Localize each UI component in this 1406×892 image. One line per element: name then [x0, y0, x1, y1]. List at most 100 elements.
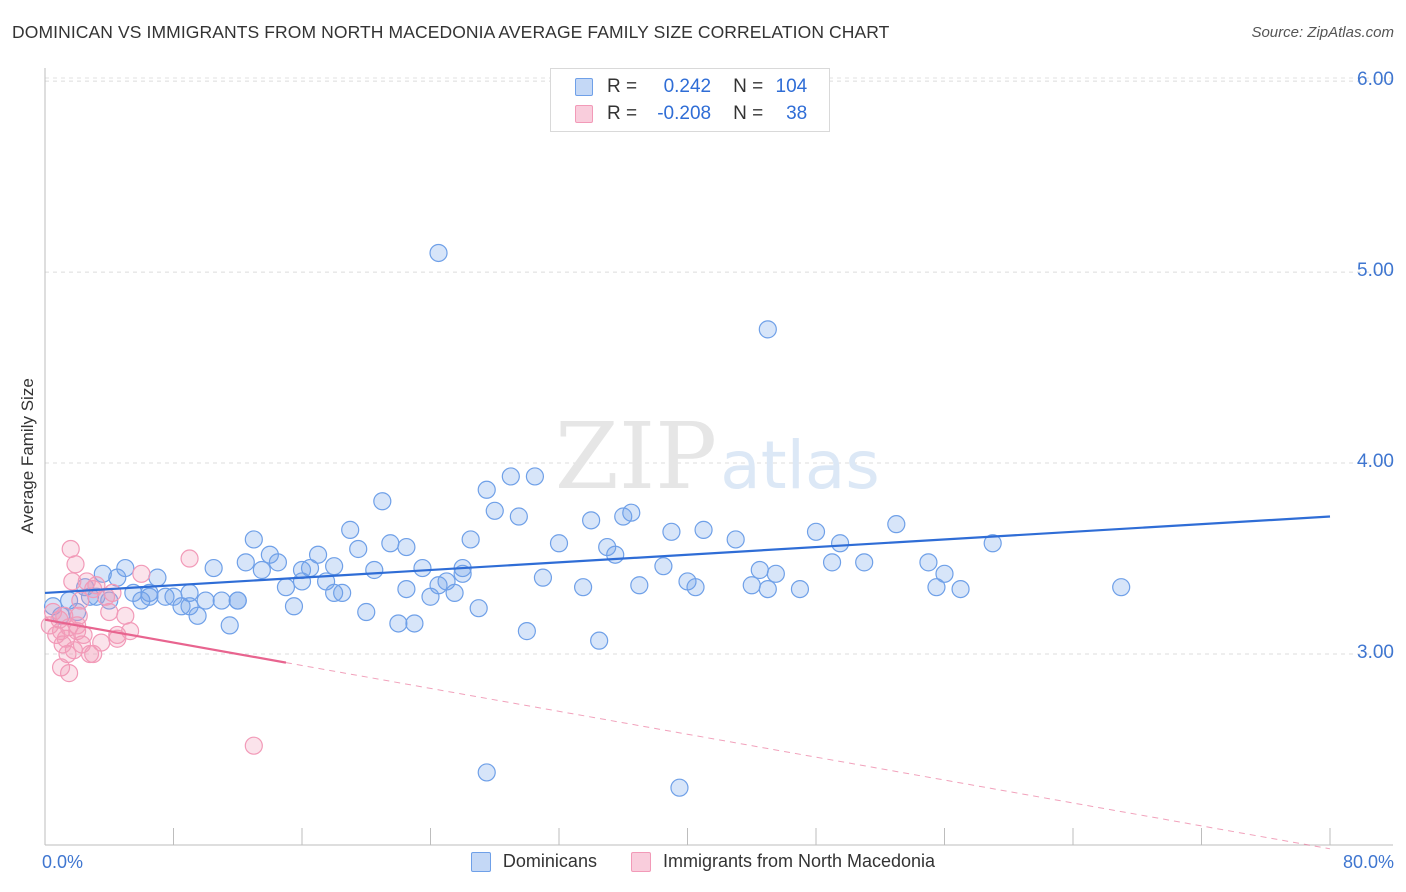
legend-r-label: R = [607, 103, 638, 124]
point-macedonia [53, 635, 72, 654]
point-dominicans [397, 537, 416, 557]
point-dominicans [590, 631, 609, 650]
series-legend: Dominicans Immigrants from North Macedon… [0, 851, 1406, 872]
trend-lines [44, 515, 1331, 850]
point-dominicans [373, 492, 392, 511]
point-dominicans [220, 616, 239, 635]
point-dominicans [758, 579, 777, 599]
point-macedonia [116, 606, 135, 625]
point-dominicans [919, 553, 938, 572]
point-dominicans [180, 583, 199, 603]
point-dominicans [405, 614, 424, 633]
point-dominicans [325, 557, 344, 576]
y-tick-label: 6.00 [1357, 69, 1394, 91]
point-dominicans [855, 553, 874, 572]
point-dominicans [606, 545, 625, 564]
point-dominicans [750, 560, 769, 580]
legend-r-value: -0.208 [657, 103, 712, 124]
point-dominicans [252, 560, 271, 580]
point-dominicans [485, 501, 504, 520]
legend-swatch-pink [630, 851, 651, 872]
legend-row-macedonia: R = -0.208 N = 38 [575, 101, 807, 127]
point-dominicans [758, 320, 777, 339]
y-tick-label: 4.00 [1357, 451, 1394, 473]
point-dominicans [822, 553, 842, 572]
point-dominicans [662, 522, 681, 541]
legend-item-dominicans[interactable]: Dominicans [470, 851, 597, 872]
point-dominicans [509, 507, 528, 526]
point-macedonia [180, 549, 199, 568]
point-dominicans [742, 576, 761, 595]
legend-n-label: N = [733, 103, 764, 124]
point-macedonia [244, 736, 263, 755]
point-dominicans [325, 583, 344, 603]
point-dominicans [582, 511, 601, 530]
point-macedonia [108, 625, 127, 645]
legend-n-value: 38 [786, 103, 808, 124]
legend-item-macedonia[interactable]: Immigrants from North Macedonia [630, 851, 935, 872]
legend-n-label: N = [733, 76, 764, 97]
point-dominicans [389, 614, 408, 633]
point-macedonia [103, 583, 122, 603]
point-dominicans [236, 553, 255, 572]
point-dominicans [212, 591, 231, 610]
point-macedonia [132, 564, 151, 583]
point-dominicans [381, 534, 400, 553]
watermark: ZIP atlas [555, 403, 880, 510]
point-dominicans [453, 564, 472, 583]
point-dominicans [951, 579, 970, 599]
point-dominicans [357, 602, 376, 622]
point-dominicans [204, 558, 223, 578]
point-dominicans [622, 503, 641, 522]
point-dominicans [477, 763, 496, 782]
correlation-legend: R = 0.242 N = 104 R = -0.208 N = 38 [550, 68, 830, 132]
point-dominicans [630, 576, 649, 595]
point-dominicans [341, 520, 360, 539]
point-dominicans [276, 578, 296, 597]
point-macedonia [71, 591, 90, 610]
point-macedonia [84, 644, 103, 664]
point-dominicans [365, 560, 384, 580]
point-dominicans [983, 534, 1002, 553]
point-dominicans [670, 778, 689, 797]
axes [44, 68, 1393, 846]
x-tick-label-max: 80.0% [1342, 852, 1394, 872]
point-dominicans [349, 539, 368, 559]
point-dominicans [935, 564, 954, 583]
y-tick-label: 5.00 [1357, 260, 1394, 282]
point-dominicans [469, 599, 488, 618]
point-dominicans [694, 520, 713, 539]
legend-swatch-blue [575, 78, 593, 96]
point-dominicans [887, 515, 906, 534]
point-dominicans [93, 564, 112, 583]
point-dominicans [228, 591, 247, 610]
point-macedonia [59, 664, 79, 683]
point-dominicans [397, 579, 416, 599]
point-dominicans [517, 622, 536, 641]
point-dominicans [573, 578, 593, 597]
point-dominicans [244, 530, 263, 549]
x-tick-label-min: 0.0% [42, 852, 84, 872]
data-points [40, 243, 1131, 797]
point-dominicans [686, 578, 705, 597]
point-dominicans [284, 597, 304, 616]
legend-swatch-blue [470, 851, 491, 872]
point-macedonia [69, 606, 88, 625]
point-dominicans [308, 545, 328, 564]
point-dominicans [268, 553, 288, 572]
point-dominicans [927, 578, 946, 597]
trend-line-dominicans [44, 515, 1331, 595]
point-dominicans [196, 591, 215, 610]
legend-label-dominicans: Dominicans [502, 851, 597, 871]
point-dominicans [501, 467, 520, 486]
source-label: Source: ZipAtlas.com [1251, 24, 1394, 41]
point-dominicans [549, 534, 569, 553]
point-dominicans [830, 534, 850, 553]
point-dominicans [477, 480, 496, 499]
watermark-zip: ZIP [555, 403, 717, 510]
legend-row-dominicans: R = 0.242 N = 104 [575, 74, 807, 100]
point-dominicans [654, 557, 673, 576]
y-tick-label: 3.00 [1357, 642, 1394, 664]
point-dominicans [148, 568, 167, 587]
